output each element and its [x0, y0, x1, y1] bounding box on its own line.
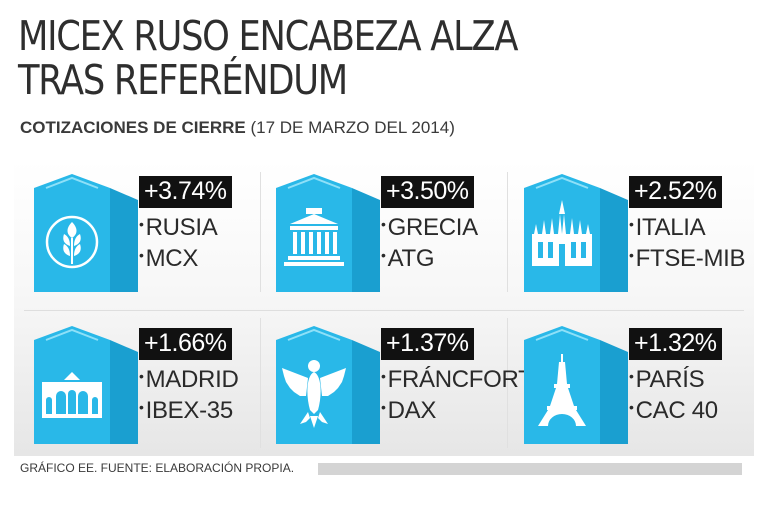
country-label: •FRÁNCFORT — [381, 366, 533, 393]
market-card-francfort: +1.37% •FRÁNCFORT •DAX — [276, 326, 533, 461]
change-badge: +3.74% — [139, 176, 232, 208]
source-note: GRÁFICO EE. FUENTE: ELABORACIÓN PROPIA. — [20, 461, 295, 475]
subtitle-label: COTIZACIONES DE CIERRE — [20, 118, 246, 137]
index-label: •DAX — [381, 397, 437, 424]
divider — [260, 318, 261, 448]
change-badge: +3.50% — [381, 176, 474, 208]
change-badge: +1.37% — [381, 328, 474, 360]
country-label: •MADRID — [139, 366, 239, 393]
index-label: •CAC 40 — [629, 397, 718, 424]
country-label: •PARÍS — [629, 366, 705, 393]
divider — [260, 172, 261, 292]
index-label: •FTSE-MIB — [629, 245, 746, 272]
subtitle-date: (17 DE MARZO DEL 2014) — [250, 118, 455, 137]
change-badge: +1.66% — [139, 328, 232, 360]
index-label: •IBEX-35 — [139, 397, 233, 424]
footer-bar — [318, 463, 742, 475]
title-line-2: TRAS REFERÉNDUM — [18, 56, 348, 104]
index-label: •ATG — [381, 245, 435, 272]
page-title: MICEX RUSO ENCABEZA ALZA TRAS REFERÉNDUM — [18, 12, 518, 104]
puerta-de-alcala-icon — [34, 326, 138, 444]
country-label: •ITALIA — [629, 214, 706, 241]
change-badge: +1.32% — [629, 328, 722, 360]
market-card-grecia: +3.50% •GRECIA •ATG — [276, 174, 506, 309]
change-badge: +2.52% — [629, 176, 722, 208]
greek-temple-icon — [276, 174, 380, 292]
eiffel-tower-icon — [524, 326, 628, 444]
market-card-italia: +2.52% •ITALIA •FTSE-MIB — [524, 174, 754, 309]
wheat-icon — [34, 174, 138, 292]
divider — [24, 310, 744, 311]
title-line-1: MICEX RUSO ENCABEZA ALZA — [18, 12, 518, 60]
market-card-madrid: +1.66% •MADRID •IBEX-35 — [34, 326, 264, 461]
market-card-paris: +1.32% •PARÍS •CAC 40 — [524, 326, 754, 461]
subtitle: COTIZACIONES DE CIERRE (17 DE MARZO DEL … — [20, 118, 455, 138]
divider — [507, 172, 508, 292]
index-label: •MCX — [139, 245, 199, 272]
milan-cathedral-icon — [524, 174, 628, 292]
market-panel: +3.74% •RUSIA •MCX +3.50% •GRECIA •ATG — [14, 160, 754, 456]
german-eagle-icon — [276, 326, 380, 444]
country-label: •RUSIA — [139, 214, 218, 241]
country-label: •GRECIA — [381, 214, 478, 241]
divider — [507, 318, 508, 448]
market-card-rusia: +3.74% •RUSIA •MCX — [34, 174, 264, 309]
